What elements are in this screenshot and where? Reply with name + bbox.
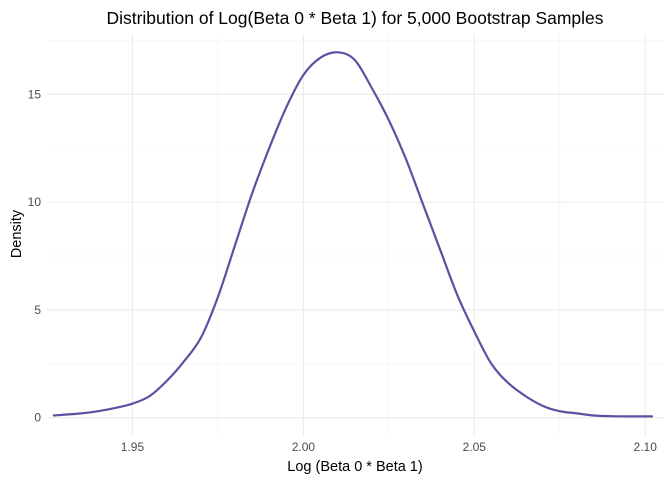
- y-axis-ticks: 0 5 10 15: [28, 87, 42, 424]
- chart-title: Distribution of Log(Beta 0 * Beta 1) for…: [106, 8, 603, 28]
- x-tick-label: 2.00: [292, 440, 316, 454]
- x-tick-label: 2.10: [634, 440, 658, 454]
- y-tick-label: 10: [28, 195, 42, 209]
- x-axis-title: Log (Beta 0 * Beta 1): [287, 459, 422, 475]
- major-gridlines: [47, 34, 664, 436]
- y-tick-label: 0: [34, 411, 41, 425]
- y-axis-title: Density: [9, 209, 25, 258]
- minor-gridlines: [47, 34, 664, 436]
- density-line: [52, 51, 654, 418]
- x-tick-label: 2.05: [463, 440, 487, 454]
- y-tick-label: 5: [34, 303, 41, 317]
- x-tick-label: 1.95: [121, 440, 145, 454]
- x-axis-ticks: 1.95 2.00 2.05 2.10: [121, 440, 657, 454]
- y-tick-label: 15: [28, 87, 42, 101]
